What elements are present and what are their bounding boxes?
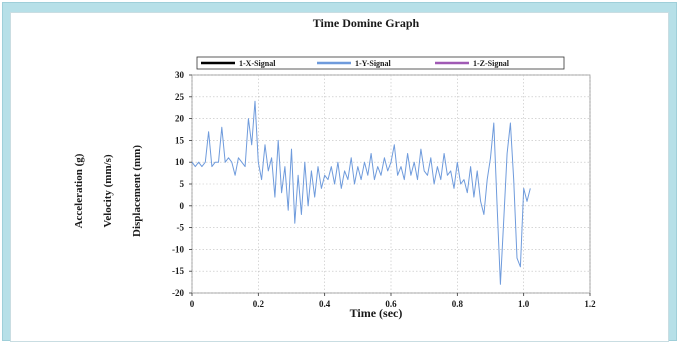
y-axis-label-displacement: Displacement (mm) (131, 145, 143, 237)
y-tick-label: 5 (180, 179, 185, 189)
y-tick-label: 0 (180, 201, 185, 211)
x-tick-label: 0 (190, 299, 195, 309)
chart-title: Time Domine Graph (313, 16, 420, 30)
legend: 1-X-Signal 1-Y-Signal 1-Z-Signal (196, 56, 565, 70)
y-tick-label: -15 (172, 266, 184, 276)
legend-label: 1-X-Signal (239, 59, 276, 68)
y-tick-label: 30 (175, 70, 185, 80)
y-tick-label: -10 (172, 244, 184, 254)
grid (191, 74, 591, 294)
x-axis-label: Time (sec) (350, 306, 403, 320)
x-tick-label: 0.2 (253, 299, 265, 309)
y-tick-label: -5 (177, 223, 185, 233)
series-line (191, 100, 531, 285)
y-tick-label: 20 (175, 114, 185, 124)
x-tick-label: 1.2 (584, 299, 596, 309)
x-tick-label: 1.0 (518, 299, 530, 309)
x-axis: 0 0.2 0.4 0.6 0.8 1.0 1.2 (190, 293, 596, 309)
legend-label: 1-Z-Signal (473, 59, 510, 68)
legend-label: 1-Y-Signal (355, 59, 391, 68)
series-layer (191, 100, 531, 285)
y-axis-label-velocity: Velocity (mm/s) (102, 154, 114, 228)
y-axis-label-acceleration: Acceleration (g) (73, 153, 85, 228)
x-tick-label: 0.6 (385, 299, 397, 309)
y-tick-label: 25 (175, 92, 185, 102)
legend-box (196, 56, 565, 70)
x-tick-label: 0.4 (319, 299, 331, 309)
y-tick-label: 10 (175, 157, 185, 167)
x-tick-label: 0.8 (452, 299, 464, 309)
y-axis: 30 25 20 15 10 5 0 -5 -10 -15 -20 (172, 70, 192, 298)
y-tick-label: 15 (175, 135, 185, 145)
y-axis-labels: Acceleration (g) Velocity (mm/s) Displac… (73, 145, 143, 237)
y-tick-label: -20 (172, 288, 184, 298)
chart-panel: Time Domine Graph 1-X-Signal 1-Y-Signal 1-… (10, 12, 669, 342)
time-domain-chart: Time Domine Graph 1-X-Signal 1-Y-Signal 1-… (73, 16, 596, 320)
